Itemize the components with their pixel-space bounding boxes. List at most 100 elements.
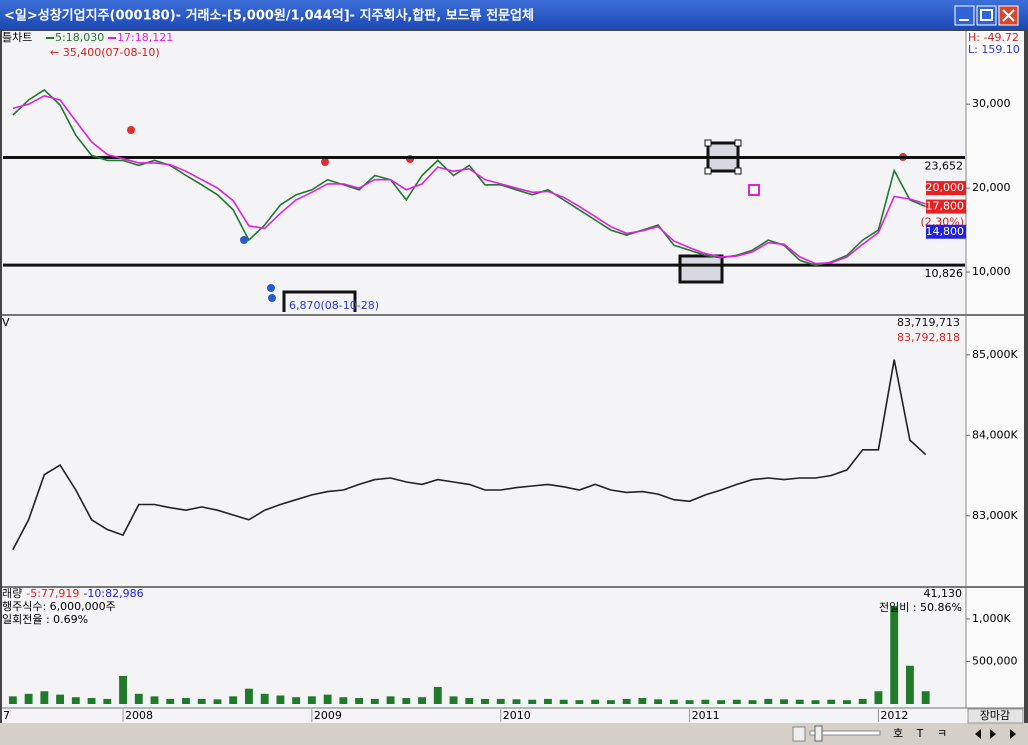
volume-bar [481,698,489,704]
x-tick-label: 2009 [314,709,342,722]
horizontal-line-label: 23,652 [925,159,964,172]
maximize-button[interactable] [976,5,997,26]
volume-bar [134,693,143,704]
volume-bar [780,699,788,704]
volume-bar [874,691,883,704]
top-label: 83,719,713 [897,316,960,329]
volume-bar [512,699,521,704]
volume-bar [827,699,836,704]
toolbar-button[interactable]: ㅋ [937,727,947,740]
handle[interactable] [734,167,742,175]
window-buttons[interactable] [954,5,1019,26]
volume-bar [591,699,600,704]
chart-area [2,31,1024,723]
handle[interactable] [704,139,712,147]
horizontal-line-label: 10,826 [925,267,964,280]
change-label: 전일비 : 50.86% [879,600,962,614]
zoom-slider[interactable] [809,730,881,736]
legend-label: 17:18,121 [117,31,173,44]
volume-bar [606,700,615,704]
y-tick-label: 30,000 [972,97,1011,110]
volume-bar [276,695,285,704]
y-tick-label: 10,000 [972,265,1011,278]
user-drawings [3,126,965,312]
info-label: 일회전율 : 0.69% [2,612,88,626]
volume-bar [323,694,332,704]
volume-bar [890,606,899,704]
drawn-marker[interactable] [748,184,760,196]
volume-bar [166,698,175,704]
annotation: 6,870(08-10-28) [289,299,379,312]
close-button[interactable] [967,708,1024,724]
x-tick-label: 2012 [880,709,908,722]
volume-bar [764,698,773,704]
volume-bar [638,698,647,704]
close-label: 장마감 [980,709,1010,722]
legend-label: 5:18,030 [55,31,104,44]
end-button[interactable] [1010,729,1016,739]
scroll-button[interactable] [792,726,806,742]
volume-bar [370,698,379,704]
y-tick-label: 500,000 [972,654,1018,667]
volume-bar [355,698,364,704]
volume-bar [528,699,537,704]
volume-bar [465,698,474,704]
info-label: 행주식수: 6,000,000주 [2,600,116,613]
icon [980,9,993,21]
minimize-button[interactable] [954,5,975,26]
volume-bar [559,699,568,704]
price-tag [926,181,966,196]
volume-bar [449,696,458,704]
drawn-box[interactable] [282,290,357,312]
icon [1002,9,1015,22]
volume-bar [811,700,820,704]
y-tick-label: 84,000K [972,428,1018,441]
signal-marker [268,294,276,302]
volume-bar [260,693,269,704]
y-tick-label: 85,000K [972,348,1018,361]
prev-button[interactable] [975,729,981,739]
price-tag-label: 17,800 [926,200,965,213]
y-tick-label: 20,000 [972,181,1011,194]
corner-high: H: -49.72 [968,31,1019,44]
volume-bar [654,699,663,704]
legend-label: -10:82,986 [83,587,143,600]
volume-bar [150,696,159,704]
y-tick-label: 83,000K [972,509,1018,522]
signal-marker [321,158,329,166]
corner-low: L: 159.10 [968,43,1020,56]
price-tag-label: 20,000 [926,181,965,194]
volume-bar [669,699,678,704]
signal-marker [267,284,275,292]
next-button[interactable] [990,729,996,739]
price-tag [926,224,966,239]
drawn-box[interactable] [678,254,724,284]
volume-bar [433,686,442,704]
volume-bar [103,698,112,704]
volume-bar [402,698,411,704]
volume-bar [905,665,914,704]
volume-bar [229,696,238,704]
handle[interactable] [704,167,712,175]
volume-bar [575,700,584,704]
x-tick-label: 2011 [692,709,720,722]
price-tag [926,199,966,214]
volume-bar [213,699,222,704]
legend-label: -5:77,919 [26,587,79,600]
slider-thumb[interactable] [814,725,823,742]
volume-bar [701,699,710,704]
volume-bar [307,696,316,704]
volume-bar [496,698,505,704]
volume-bar [858,698,867,704]
legend-label: 래량 [2,587,22,600]
toolbar-controls[interactable] [792,725,1016,742]
handle[interactable] [734,139,742,147]
toolbar-button[interactable]: T [916,727,924,740]
volume-bar [24,693,33,704]
volume-bar [386,696,395,704]
volume-bar [732,699,741,704]
series-line [12,359,927,550]
volume-bar [245,688,253,704]
toolbar-button[interactable]: 호 [893,727,903,740]
x-tick-label: 2010 [503,709,531,722]
